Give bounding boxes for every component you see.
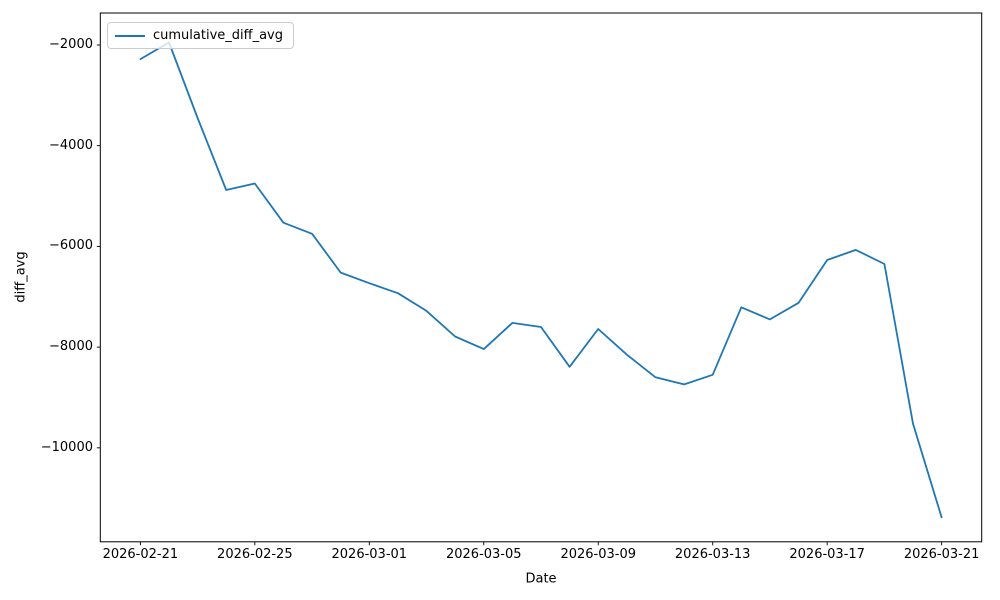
x-tick-label: 2026-03-13 xyxy=(674,547,751,562)
y-axis-label: diff_avg xyxy=(13,251,29,303)
y-tick-label: −8000 xyxy=(49,339,93,355)
x-tick-label: 2026-03-09 xyxy=(560,547,636,562)
legend-line-sample xyxy=(115,34,145,37)
series-line-cumulative_diff_avg xyxy=(139,41,943,519)
x-tick-label: 2026-03-17 xyxy=(789,547,865,562)
y-tick-label: −6000 xyxy=(49,238,93,254)
y-tick-label: −2000 xyxy=(49,36,93,52)
x-tick-label: 2026-03-21 xyxy=(903,547,980,562)
x-tick-label: 2026-02-25 xyxy=(217,547,293,562)
legend: cumulative_diff_avg xyxy=(107,22,294,49)
x-tick-label: 2026-03-01 xyxy=(331,547,408,562)
x-tick-label: 2026-02-21 xyxy=(102,547,179,562)
x-tick-label: 2026-03-05 xyxy=(445,547,522,562)
legend-label: cumulative_diff_avg xyxy=(153,28,283,43)
y-tick-label: −4000 xyxy=(49,137,93,153)
y-tick-label: −10000 xyxy=(40,439,93,455)
x-axis-label: Date xyxy=(525,571,557,587)
axes-spines xyxy=(99,12,983,543)
